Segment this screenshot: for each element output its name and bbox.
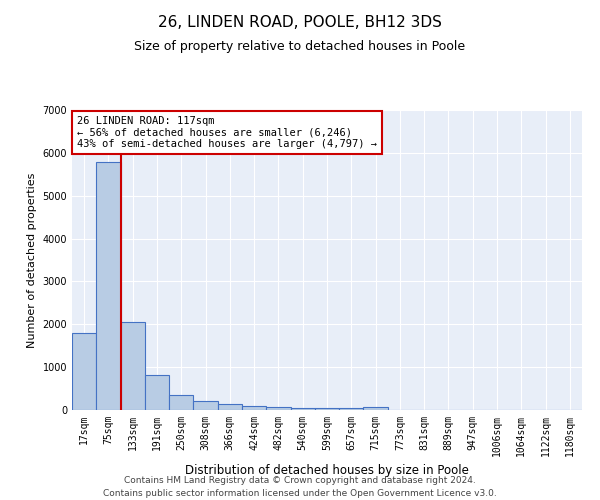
Bar bbox=[96, 162, 121, 410]
Bar bbox=[315, 408, 339, 410]
Bar bbox=[121, 322, 145, 410]
Text: 26 LINDEN ROAD: 117sqm
← 56% of detached houses are smaller (6,246)
43% of semi-: 26 LINDEN ROAD: 117sqm ← 56% of detached… bbox=[77, 116, 377, 149]
Bar bbox=[193, 400, 218, 410]
Bar bbox=[72, 333, 96, 410]
Bar bbox=[169, 396, 193, 410]
Bar bbox=[145, 375, 169, 410]
Bar bbox=[339, 408, 364, 410]
X-axis label: Distribution of detached houses by size in Poole: Distribution of detached houses by size … bbox=[185, 464, 469, 477]
Text: Contains HM Land Registry data © Crown copyright and database right 2024.
Contai: Contains HM Land Registry data © Crown c… bbox=[103, 476, 497, 498]
Bar bbox=[290, 408, 315, 410]
Text: Size of property relative to detached houses in Poole: Size of property relative to detached ho… bbox=[134, 40, 466, 53]
Bar bbox=[242, 406, 266, 410]
Bar bbox=[364, 406, 388, 410]
Y-axis label: Number of detached properties: Number of detached properties bbox=[27, 172, 37, 348]
Bar bbox=[218, 404, 242, 410]
Text: 26, LINDEN ROAD, POOLE, BH12 3DS: 26, LINDEN ROAD, POOLE, BH12 3DS bbox=[158, 15, 442, 30]
Bar bbox=[266, 407, 290, 410]
